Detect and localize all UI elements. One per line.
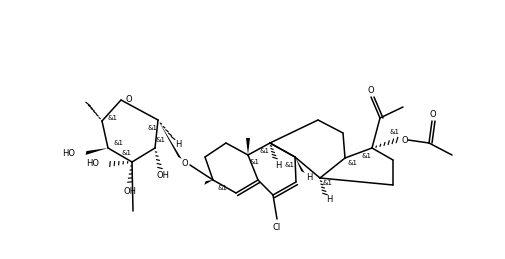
- Text: OH: OH: [156, 171, 169, 181]
- Text: &1: &1: [147, 125, 158, 131]
- Polygon shape: [85, 148, 108, 155]
- Text: &1: &1: [155, 137, 165, 143]
- Text: O: O: [367, 85, 374, 95]
- Text: HO: HO: [62, 148, 75, 157]
- Text: O: O: [429, 110, 435, 119]
- Text: OH: OH: [123, 188, 136, 197]
- Polygon shape: [204, 180, 213, 185]
- Polygon shape: [245, 138, 249, 155]
- Text: H: H: [305, 172, 312, 182]
- Text: &1: &1: [113, 140, 123, 146]
- Text: O: O: [401, 135, 408, 145]
- Text: O: O: [181, 159, 188, 168]
- Text: &1: &1: [389, 129, 399, 135]
- Text: H: H: [174, 140, 181, 148]
- Text: &1: &1: [361, 153, 371, 159]
- Polygon shape: [158, 120, 181, 159]
- Text: &1: &1: [284, 162, 294, 168]
- Text: &1: &1: [260, 148, 270, 154]
- Text: &1: &1: [122, 150, 132, 156]
- Polygon shape: [294, 157, 304, 173]
- Text: H: H: [274, 161, 281, 169]
- Text: Cl: Cl: [272, 222, 281, 232]
- Text: HO: HO: [86, 160, 99, 169]
- Polygon shape: [344, 142, 361, 158]
- Text: &1: &1: [218, 185, 228, 191]
- Text: &1: &1: [322, 180, 332, 186]
- Text: &1: &1: [347, 160, 358, 166]
- Text: O: O: [125, 95, 132, 104]
- Text: &1: &1: [249, 159, 260, 165]
- Text: H: H: [325, 196, 331, 205]
- Text: &1: &1: [107, 115, 117, 121]
